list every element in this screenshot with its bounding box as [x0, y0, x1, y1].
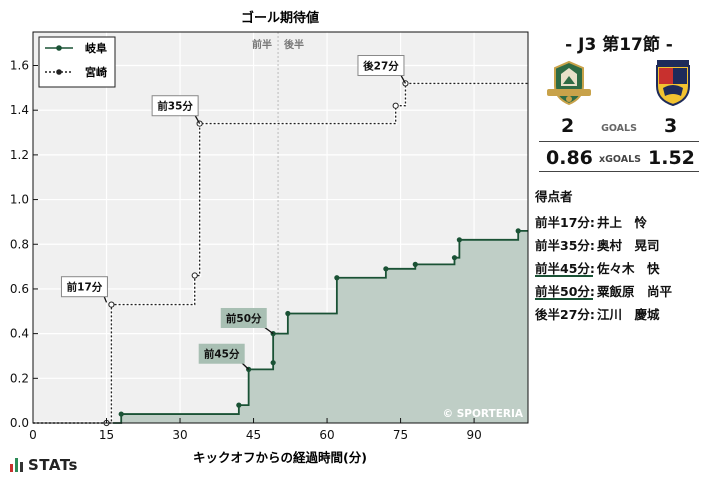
x-tick-label: 0 [29, 428, 37, 442]
match-title: - J3 第17節 - [565, 35, 673, 55]
annotation-box [198, 343, 245, 364]
axis-frame [32, 31, 529, 424]
tegevajaro-miyazaki-crest-icon [656, 60, 690, 107]
x-tick-label: 75 [393, 428, 408, 442]
chart-title: ゴール期待値 [241, 10, 319, 26]
away-xg: 1.52 [648, 147, 695, 169]
away-goals: 3 [664, 115, 678, 137]
y-tick-label: 0.2 [10, 371, 29, 385]
data-point [108, 301, 115, 308]
scorer-item: 前半45分: 佐々木 快 [535, 258, 660, 277]
match-panel: - J3 第17節 - 2 GOALS 3 0.86 xGOALS 1.52 得… [533, 0, 705, 479]
series-line-1 [33, 82, 528, 424]
scorer-time: 前半50分: [535, 284, 595, 299]
annotation-label: 前17分 [67, 281, 103, 294]
data-point [334, 275, 340, 281]
brand-text: STATs [28, 456, 78, 474]
x-axis-label: キックオフからの経過時間(分) [193, 450, 367, 465]
legend-label-miyazaki: 宮崎 [85, 65, 107, 79]
fc-gifu-crest-icon [547, 60, 591, 106]
scorer-item: 前半17分: 井上 怜 [535, 212, 647, 231]
scorer-name: 奥村 晃司 [597, 238, 660, 253]
data-point [270, 360, 276, 366]
axes: 0 15 30 45 60 75 90 0.0 0.2 0.4 0.6 0.8 1.0 1.2 1.4 1.6 [10, 31, 529, 442]
scorer-time: 前半35分: [535, 238, 595, 253]
goals-label: GOALS [601, 123, 637, 134]
scorer-name: 佐々木 快 [597, 261, 660, 276]
y-tick-label: 0.4 [10, 327, 29, 341]
annotation-label: 前35分 [157, 100, 193, 113]
home-xg: 0.86 [546, 147, 593, 169]
data-point [191, 272, 198, 279]
scorer-name: 粟飯原 尚平 [597, 284, 673, 299]
annotation-box [357, 55, 405, 77]
scorer-name: 井上 怜 [597, 215, 648, 230]
home-goals: 2 [561, 115, 575, 137]
scorer-item: 前半50分: 粟飯原 尚平 [535, 281, 672, 300]
data-point [515, 228, 521, 234]
home-goal-underline [535, 275, 593, 277]
y-tick-label: 0.0 [10, 416, 29, 430]
legend-label-gifu: 岐阜 [85, 41, 107, 55]
halftime-label-first: 前半 [252, 38, 272, 51]
annotation-box [60, 276, 108, 298]
home-goal-underline [535, 298, 593, 300]
annotation-box [151, 95, 199, 117]
data-point [285, 310, 291, 317]
scorer-time: 後半27分: [535, 307, 595, 322]
scorer-time: 前半17分: [535, 215, 595, 230]
data-point [118, 411, 124, 417]
data-point [383, 266, 389, 272]
y-tick-label: 1.4 [10, 103, 29, 117]
xg-label: xGOALS [599, 154, 641, 165]
x-tick-label: 30 [172, 428, 187, 442]
y-tick-label: 0.6 [10, 282, 29, 296]
legend: 岐阜 宮崎 [38, 36, 116, 88]
legend-marker-miyazaki [56, 69, 62, 75]
x-tick-label: 60 [319, 428, 334, 442]
data-point [236, 402, 242, 408]
y-tick-label: 1.0 [10, 193, 29, 207]
annotation-label: 前45分 [204, 348, 240, 361]
scorer-item: 前半35分: 奥村 晃司 [535, 235, 660, 254]
annotation-box [220, 307, 267, 328]
data-point [451, 255, 458, 261]
scorer-time: 前半45分: [535, 261, 595, 276]
series-fill [33, 230, 528, 423]
data-point [412, 261, 418, 267]
bar-chart-icon [10, 458, 23, 472]
watermark: © SPORTERIA [443, 408, 524, 420]
series-area-0 [33, 230, 528, 423]
scorer-name: 江川 慶城 [597, 307, 660, 322]
y-tick-label: 1.2 [10, 148, 29, 162]
brand-logo: STATs [10, 456, 78, 474]
y-tick-label: 1.6 [10, 59, 29, 73]
x-tick-label: 90 [466, 428, 481, 442]
data-point [456, 237, 462, 243]
legend-marker-gifu [56, 45, 62, 51]
annotation-label: 前50分 [226, 312, 262, 325]
halftime-label-second: 後半 [284, 38, 304, 51]
scorer-item: 後半27分: 江川 慶城 [535, 304, 660, 323]
xg-divider [539, 171, 699, 172]
x-tick-label: 15 [99, 428, 114, 442]
goals-divider [539, 141, 699, 142]
y-tick-label: 0.8 [10, 237, 29, 251]
scorers-title: 得点者 [535, 189, 573, 204]
annotation-label: 後27分 [362, 60, 399, 73]
x-tick-label: 45 [246, 428, 261, 442]
legend-box [38, 36, 116, 88]
data-point [392, 102, 399, 109]
